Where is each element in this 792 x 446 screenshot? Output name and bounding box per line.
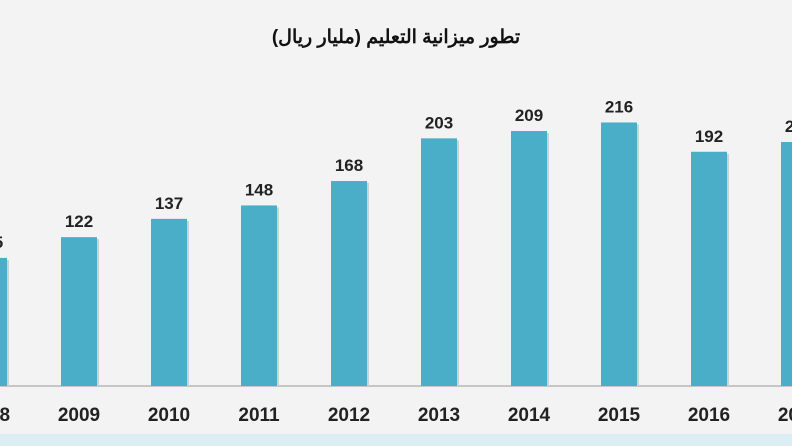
- data-label-2013: 203: [425, 113, 453, 132]
- data-label-2008: 105: [0, 233, 3, 252]
- bottom-strip: [0, 434, 792, 446]
- bar-2016: [691, 151, 727, 386]
- bar-2013: [421, 138, 457, 386]
- x-tick-2011: 2011: [238, 405, 280, 426]
- data-label-2010: 137: [155, 194, 183, 213]
- data-label-2016: 192: [695, 127, 723, 146]
- chart-title: تطور ميزانية التعليم (مليار ريال): [271, 27, 521, 48]
- data-label-2011: 148: [245, 180, 273, 199]
- data-label-2014: 209: [515, 106, 543, 125]
- data-label-2009: 122: [65, 212, 93, 231]
- bar-2017: [781, 142, 792, 386]
- x-tick-2016: 2016: [688, 405, 730, 426]
- x-tick-2009: 2009: [58, 405, 100, 426]
- x-tick-2013: 2013: [418, 405, 460, 426]
- bar-2010: [151, 218, 187, 386]
- bar-2011: [241, 205, 277, 386]
- x-tick-2008: 2008: [0, 405, 10, 426]
- bar-2015: [601, 122, 637, 386]
- x-tick-2010: 2010: [148, 405, 190, 426]
- data-label-2017: 200: [785, 117, 792, 136]
- bar-2008: [0, 257, 7, 386]
- data-label-2015: 216: [605, 97, 633, 116]
- x-tick-2017: 2017: [778, 405, 792, 426]
- x-tick-2012: 2012: [328, 405, 370, 426]
- bar-2012: [331, 181, 367, 386]
- x-tick-2014: 2014: [508, 405, 551, 426]
- bar-2014: [511, 131, 547, 386]
- x-tick-2015: 2015: [598, 405, 641, 426]
- bar-2009: [61, 237, 97, 386]
- data-label-2012: 168: [335, 156, 363, 175]
